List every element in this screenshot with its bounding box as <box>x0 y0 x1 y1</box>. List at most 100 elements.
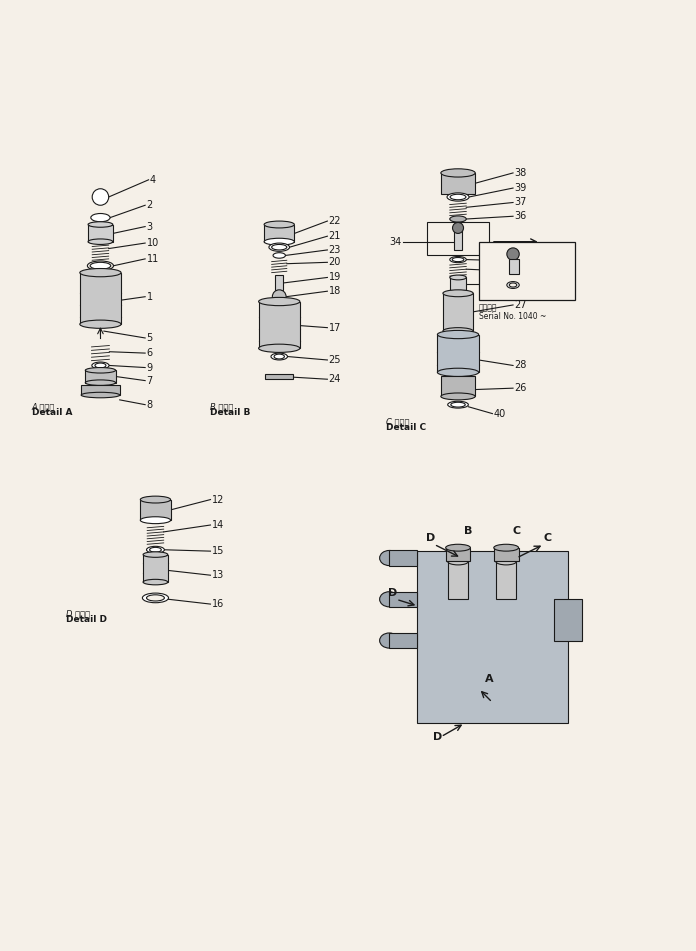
Bar <box>509 259 519 274</box>
Text: 3: 3 <box>147 222 152 231</box>
Ellipse shape <box>271 244 287 250</box>
Text: 30: 30 <box>514 266 527 276</box>
Bar <box>441 173 475 194</box>
Text: D 詳細図: D 詳細図 <box>66 610 90 618</box>
Text: 40: 40 <box>493 409 506 418</box>
Text: C: C <box>544 533 551 543</box>
Text: 5: 5 <box>147 333 152 343</box>
Ellipse shape <box>448 558 468 565</box>
Ellipse shape <box>90 213 110 222</box>
Text: 12: 12 <box>212 495 224 505</box>
Ellipse shape <box>88 222 113 227</box>
Ellipse shape <box>141 516 171 524</box>
Bar <box>417 552 568 723</box>
Text: B 詳細図: B 詳細図 <box>210 402 234 412</box>
Ellipse shape <box>80 320 121 328</box>
Text: 38: 38 <box>514 168 527 178</box>
Ellipse shape <box>86 367 116 373</box>
Text: A: A <box>484 674 493 684</box>
Ellipse shape <box>143 579 168 585</box>
Bar <box>88 224 113 242</box>
Text: 17: 17 <box>329 322 341 333</box>
Text: 6: 6 <box>147 348 152 359</box>
Text: 1: 1 <box>147 292 152 301</box>
Text: Detail A: Detail A <box>32 408 72 417</box>
Bar <box>389 592 417 607</box>
Ellipse shape <box>147 546 164 553</box>
Text: 7: 7 <box>147 376 152 385</box>
Text: Detail B: Detail B <box>210 408 251 417</box>
Text: 37: 37 <box>514 198 527 207</box>
Text: Detail C: Detail C <box>386 423 426 432</box>
Text: C: C <box>512 526 521 536</box>
Bar <box>437 335 479 373</box>
Text: 16: 16 <box>212 599 224 609</box>
Bar <box>496 561 516 599</box>
Text: 21: 21 <box>329 231 341 242</box>
Ellipse shape <box>493 544 519 552</box>
Text: Serial No. 1040 ~: Serial No. 1040 ~ <box>479 312 546 321</box>
Ellipse shape <box>379 592 399 607</box>
Text: 24: 24 <box>329 375 341 384</box>
Text: 39: 39 <box>514 183 527 193</box>
Text: 31: 31 <box>541 249 552 259</box>
Ellipse shape <box>259 344 300 353</box>
Text: 11: 11 <box>147 254 159 263</box>
Ellipse shape <box>379 551 399 566</box>
Ellipse shape <box>437 368 479 377</box>
Ellipse shape <box>80 268 121 277</box>
Text: 29: 29 <box>514 280 527 289</box>
Ellipse shape <box>450 216 466 223</box>
Bar <box>143 554 168 582</box>
Ellipse shape <box>90 262 111 269</box>
Ellipse shape <box>150 548 161 553</box>
Text: B: B <box>464 526 473 536</box>
Bar <box>441 376 475 397</box>
Text: 10: 10 <box>147 238 159 248</box>
Text: D: D <box>433 732 442 742</box>
Bar <box>554 599 582 641</box>
Bar <box>81 385 120 395</box>
Text: 35: 35 <box>514 256 527 266</box>
Ellipse shape <box>141 496 171 503</box>
Ellipse shape <box>441 393 475 399</box>
Text: 14: 14 <box>212 520 224 530</box>
Ellipse shape <box>509 283 517 287</box>
Text: 9: 9 <box>147 362 152 373</box>
Bar <box>454 229 462 250</box>
Ellipse shape <box>443 328 473 335</box>
Bar <box>389 551 417 566</box>
Ellipse shape <box>507 281 519 288</box>
Text: 32: 32 <box>541 263 552 272</box>
Text: 34: 34 <box>389 237 402 246</box>
Ellipse shape <box>259 298 300 305</box>
Text: 26: 26 <box>514 383 527 393</box>
Ellipse shape <box>448 401 468 408</box>
Ellipse shape <box>450 194 466 200</box>
Bar <box>443 293 473 331</box>
Text: D: D <box>426 533 435 543</box>
Ellipse shape <box>441 168 475 177</box>
Bar <box>141 499 171 520</box>
Circle shape <box>92 188 109 205</box>
Ellipse shape <box>143 593 168 603</box>
Text: 19: 19 <box>329 272 341 282</box>
Ellipse shape <box>147 594 164 601</box>
Text: 27: 27 <box>514 300 527 310</box>
Ellipse shape <box>450 275 466 280</box>
Text: 25: 25 <box>329 355 341 365</box>
Ellipse shape <box>143 552 168 557</box>
Text: 18: 18 <box>329 286 341 296</box>
Ellipse shape <box>496 558 516 565</box>
Text: 20: 20 <box>329 258 341 267</box>
Text: 13: 13 <box>212 571 224 580</box>
Ellipse shape <box>88 239 113 244</box>
Bar <box>259 301 300 348</box>
Circle shape <box>452 223 464 233</box>
Text: 22: 22 <box>329 216 341 226</box>
Text: D: D <box>388 588 397 598</box>
Bar <box>265 374 293 379</box>
Ellipse shape <box>81 393 120 398</box>
Text: Detail D: Detail D <box>66 615 107 624</box>
Ellipse shape <box>264 221 294 228</box>
